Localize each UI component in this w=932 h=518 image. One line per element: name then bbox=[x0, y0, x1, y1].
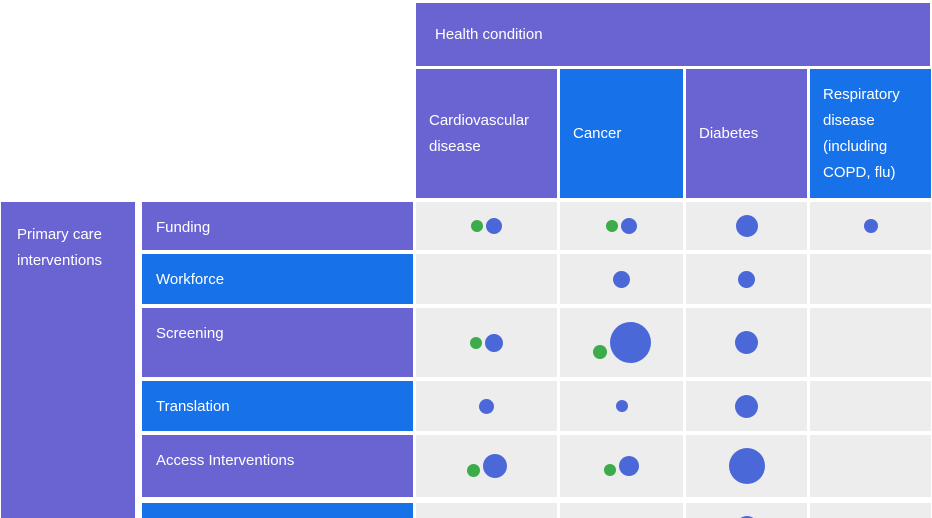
column-group-label: Health condition bbox=[435, 25, 543, 43]
row-group-header: Primary care interventions bbox=[1, 202, 135, 518]
matrix-cell-clipped-row-respiratory-disease-including-copd-flu bbox=[810, 503, 931, 518]
row-header-access-interventions: Access Interventions bbox=[142, 435, 413, 497]
column-header-cardiovascular-disease: Cardiovascular disease bbox=[416, 69, 557, 198]
green-bubble bbox=[470, 336, 482, 349]
matrix-cell-clipped-row-diabetes bbox=[686, 503, 807, 518]
column-header-label: Diabetes bbox=[699, 124, 759, 142]
column-header-cancer: Cancer bbox=[560, 69, 683, 198]
blue-bubble bbox=[735, 331, 758, 354]
row-header-clipped-row bbox=[142, 503, 413, 518]
matrix-cell-translation-diabetes bbox=[686, 381, 807, 431]
matrix-cell-funding-respiratory-disease-including-copd-flu bbox=[810, 202, 931, 250]
row-group-label: Primary care interventions bbox=[17, 226, 103, 269]
row-header-label: Translation bbox=[156, 398, 230, 415]
matrix-cell-screening-diabetes bbox=[686, 308, 807, 377]
matrix-cell-access-interventions-cardiovascular-disease bbox=[416, 435, 557, 497]
blue-bubble bbox=[735, 516, 758, 518]
column-header-label: Cancer bbox=[573, 124, 622, 142]
matrix-cell-funding-diabetes bbox=[686, 202, 807, 250]
column-header-diabetes: Diabetes bbox=[686, 69, 807, 198]
green-bubble bbox=[592, 344, 607, 359]
matrix-cell-screening-cardiovascular-disease bbox=[416, 308, 557, 377]
row-header-workforce: Workforce bbox=[142, 254, 413, 304]
column-header-label: Cardiovascular disease bbox=[429, 111, 530, 155]
row-header-translation: Translation bbox=[142, 381, 413, 431]
green-bubble bbox=[606, 220, 618, 232]
blue-bubble bbox=[619, 456, 639, 476]
green-bubble bbox=[471, 220, 483, 232]
blue-bubble bbox=[482, 454, 507, 478]
matrix-cell-clipped-row-cancer bbox=[560, 503, 683, 518]
row-header-label: Access Interventions bbox=[156, 452, 295, 469]
blue-bubble bbox=[863, 219, 878, 233]
matrix-cell-workforce-cancer bbox=[560, 254, 683, 304]
matrix-cell-access-interventions-cancer bbox=[560, 435, 683, 497]
matrix-cell-workforce-diabetes bbox=[686, 254, 807, 304]
row-header-label: Workforce bbox=[156, 271, 225, 288]
blue-bubble bbox=[613, 270, 630, 288]
blue-bubble bbox=[738, 270, 755, 288]
blue-bubble bbox=[485, 333, 503, 352]
matrix-cell-access-interventions-diabetes bbox=[686, 435, 807, 497]
matrix-cell-translation-cardiovascular-disease bbox=[416, 381, 557, 431]
green-bubble bbox=[466, 463, 480, 477]
blue-bubble bbox=[735, 394, 758, 418]
matrix-cell-workforce-respiratory-disease-including-copd-flu bbox=[810, 254, 931, 304]
green-bubble bbox=[604, 464, 616, 476]
row-header-label: Funding bbox=[156, 219, 211, 236]
matrix-cell-translation-respiratory-disease-including-copd-flu bbox=[810, 381, 931, 431]
blue-bubble bbox=[735, 215, 758, 237]
matrix-cell-screening-cancer bbox=[560, 308, 683, 377]
matrix-cell-funding-cancer bbox=[560, 202, 683, 250]
column-group-header: Health condition bbox=[416, 3, 930, 66]
column-header-label: Respiratory disease (including COPD, flu… bbox=[823, 85, 900, 181]
row-header-label: Screening bbox=[156, 325, 224, 342]
blue-bubble bbox=[621, 218, 637, 234]
matrix-cell-clipped-row-cardiovascular-disease bbox=[416, 503, 557, 518]
blue-bubble bbox=[728, 448, 765, 484]
matrix-cell-funding-cardiovascular-disease bbox=[416, 202, 557, 250]
row-header-screening: Screening bbox=[142, 308, 413, 377]
matrix-cell-translation-cancer bbox=[560, 381, 683, 431]
blue-bubble bbox=[479, 398, 494, 414]
matrix-cell-workforce-cardiovascular-disease bbox=[416, 254, 557, 304]
blue-bubble bbox=[609, 322, 651, 363]
matrix-cell-screening-respiratory-disease-including-copd-flu bbox=[810, 308, 931, 377]
blue-bubble bbox=[615, 400, 628, 412]
row-header-funding: Funding bbox=[142, 202, 413, 250]
column-header-respiratory-disease-including-copd-flu: Respiratory disease (including COPD, flu… bbox=[810, 69, 931, 198]
blue-bubble bbox=[486, 218, 502, 234]
matrix-cell-access-interventions-respiratory-disease-including-copd-flu bbox=[810, 435, 931, 497]
